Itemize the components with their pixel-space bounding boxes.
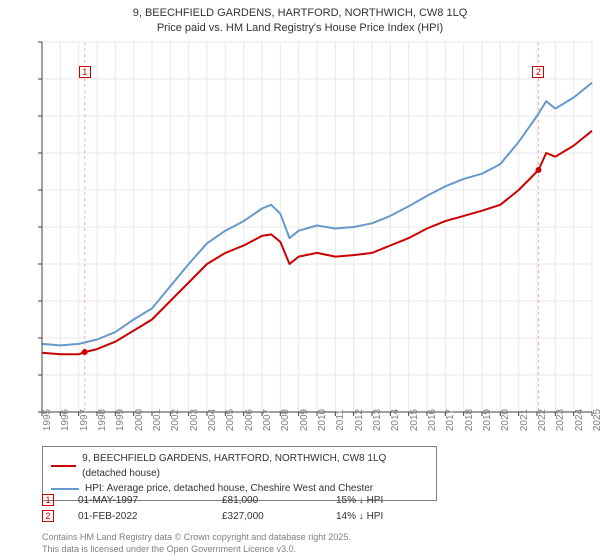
x-tick-label: 2025	[592, 409, 600, 431]
callout-price: £81,000	[222, 495, 312, 506]
callout-delta: 14% ↓ HPI	[336, 511, 426, 522]
x-tick-label: 2024	[574, 409, 585, 431]
x-tick-label: 2021	[519, 409, 530, 431]
x-tick-label: 2008	[280, 409, 291, 431]
callout-date: 01-FEB-2022	[78, 511, 198, 522]
legend-swatch	[51, 488, 79, 490]
x-tick-label: 2014	[390, 409, 401, 431]
x-tick-label: 2002	[170, 409, 181, 431]
x-tick-label: 2007	[262, 409, 273, 431]
x-tick-label: 2004	[207, 409, 218, 431]
callout-marker: 2	[42, 510, 54, 522]
copyright-notice: Contains HM Land Registry data © Crown c…	[42, 532, 351, 555]
x-tick-label: 1997	[79, 409, 90, 431]
x-tick-label: 2023	[555, 409, 566, 431]
x-tick-label: 2017	[445, 409, 456, 431]
callout-delta: 15% ↓ HPI	[336, 495, 426, 506]
x-tick-label: 2011	[335, 409, 346, 431]
x-tick-label: 1995	[42, 409, 53, 431]
x-tick-label: 1996	[60, 409, 71, 431]
x-tick-label: 2013	[372, 409, 383, 431]
legend-swatch	[51, 465, 76, 467]
copyright-line2: This data is licensed under the Open Gov…	[42, 544, 351, 556]
chart-callout-marker: 1	[79, 66, 91, 78]
copyright-line1: Contains HM Land Registry data © Crown c…	[42, 532, 351, 544]
callout-date: 01-MAY-1997	[78, 495, 198, 506]
x-tick-label: 2016	[427, 409, 438, 431]
x-tick-label: 2015	[409, 409, 420, 431]
x-tick-label: 2003	[189, 409, 200, 431]
x-tick-label: 2009	[299, 409, 310, 431]
x-tick-label: 2018	[464, 409, 475, 431]
x-tick-label: 1999	[115, 409, 126, 431]
x-tick-label: 2001	[152, 409, 163, 431]
x-tick-label: 2022	[537, 409, 548, 431]
x-tick-label: 2019	[482, 409, 493, 431]
legend-label: 9, BEECHFIELD GARDENS, HARTFORD, NORTHWI…	[82, 451, 428, 481]
legend-item: 9, BEECHFIELD GARDENS, HARTFORD, NORTHWI…	[51, 451, 428, 481]
callout-table-row: 1 01-MAY-1997 £81,000 15% ↓ HPI	[42, 492, 426, 508]
x-tick-label: 2006	[244, 409, 255, 431]
x-tick-label: 2010	[317, 409, 328, 431]
x-tick-label: 2020	[500, 409, 511, 431]
x-tick-label: 2012	[354, 409, 365, 431]
price-chart	[0, 0, 600, 420]
x-tick-label: 2000	[134, 409, 145, 431]
callout-table-row: 2 01-FEB-2022 £327,000 14% ↓ HPI	[42, 508, 426, 524]
callout-price: £327,000	[222, 511, 312, 522]
x-tick-label: 1998	[97, 409, 108, 431]
chart-callout-marker: 2	[532, 66, 544, 78]
x-tick-label: 2005	[225, 409, 236, 431]
callout-table: 1 01-MAY-1997 £81,000 15% ↓ HPI 2 01-FEB-2022…	[42, 492, 426, 524]
callout-marker: 1	[42, 494, 54, 506]
